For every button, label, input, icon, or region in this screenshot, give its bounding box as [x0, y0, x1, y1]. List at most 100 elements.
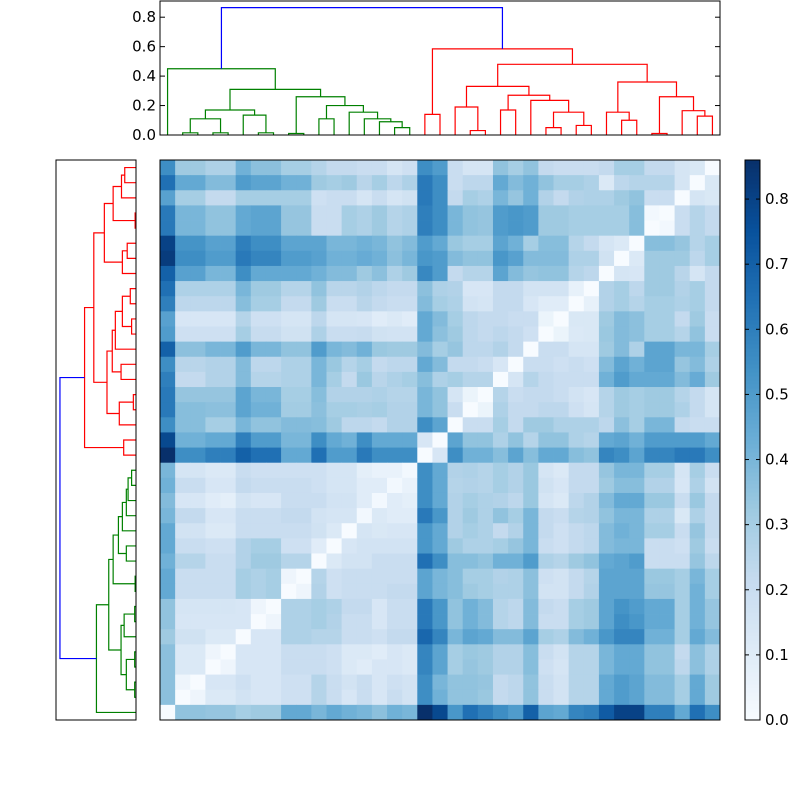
heatmap-cell: [568, 235, 585, 252]
heatmap-cell: [689, 371, 706, 388]
heatmap-cell: [235, 175, 252, 191]
heatmap-cell: [265, 296, 282, 312]
heatmap-cell: [704, 220, 721, 237]
heatmap-cell: [492, 326, 509, 343]
heatmap-cell: [281, 281, 297, 297]
heatmap-cell: [538, 477, 554, 494]
heatmap-cell: [568, 402, 585, 418]
heatmap-cell: [296, 553, 312, 570]
heatmap-cell: [190, 235, 206, 252]
heatmap-cell: [538, 296, 554, 312]
heatmap-cell: [629, 614, 645, 630]
heatmap-cell: [614, 598, 630, 615]
heatmap-cell: [674, 341, 691, 358]
heatmap-cell: [644, 689, 660, 706]
heatmap-cell: [492, 175, 509, 191]
heatmap-cell: [371, 447, 388, 464]
heatmap-cell: [356, 598, 373, 615]
heatmap-cell: [477, 281, 494, 297]
colorbar-segment: [745, 592, 760, 597]
heatmap-cell: [704, 417, 721, 433]
heatmap-cell: [250, 614, 267, 630]
heatmap-cell: [175, 296, 191, 312]
heatmap-cell: [568, 190, 585, 206]
heatmap-cell: [356, 326, 373, 343]
colorbar-segment: [745, 660, 760, 665]
heatmap-cell: [523, 371, 539, 388]
heatmap-cell: [508, 659, 524, 675]
heatmap-cell: [674, 387, 691, 403]
heatmap-cell: [523, 508, 539, 524]
heatmap-cell: [704, 447, 721, 464]
heatmap-cell: [235, 326, 252, 343]
heatmap-cell: [523, 447, 539, 464]
heatmap-cell: [629, 160, 645, 176]
heatmap-cell: [629, 296, 645, 312]
heatmap-cell: [568, 553, 585, 570]
heatmap-cell: [311, 296, 327, 312]
heatmap-cell: [417, 326, 433, 343]
heatmap-cell: [674, 402, 691, 418]
heatmap-cell: [265, 583, 282, 600]
heatmap-cell: [281, 432, 297, 448]
heatmap-cell: [704, 659, 721, 675]
heatmap-cell: [250, 674, 267, 691]
heatmap-cell: [250, 220, 267, 237]
heatmap-cell: [629, 508, 645, 524]
heatmap-cell: [326, 387, 343, 403]
heatmap-cell: [296, 356, 312, 373]
colorbar-segment: [745, 192, 760, 197]
heatmap-cell: [250, 402, 267, 418]
heatmap-cell: [508, 492, 524, 509]
heatmap-cell: [387, 356, 403, 373]
heatmap-cell: [432, 704, 448, 721]
heatmap-cell: [614, 417, 630, 433]
heatmap-cell: [326, 417, 343, 433]
heatmap-cell: [326, 175, 343, 191]
heatmap-cell: [447, 447, 464, 464]
heatmap-cell: [387, 462, 403, 479]
dendrogram-link: [112, 185, 136, 222]
heatmap-cell: [296, 704, 312, 721]
colorbar-segment: [745, 508, 760, 513]
heatmap-cell: [659, 553, 675, 570]
colorbar-segment: [745, 548, 760, 553]
heatmap-cell: [462, 523, 479, 539]
dendrogram-link: [681, 110, 706, 135]
heatmap-cell: [598, 175, 615, 191]
heatmap-cell: [644, 250, 660, 267]
heatmap-cell: [175, 583, 191, 600]
heatmap-cell: [553, 508, 570, 524]
heatmap-cell: [160, 674, 176, 691]
heatmap-cell: [614, 659, 630, 675]
heatmap-cell: [477, 538, 494, 554]
heatmap-cell: [689, 296, 706, 312]
heatmap-cell: [402, 644, 418, 660]
heatmap-cell: [326, 371, 343, 388]
heatmap-cell: [674, 281, 691, 297]
heatmap-cell: [356, 674, 373, 691]
heatmap-cell: [175, 281, 191, 297]
heatmap-cell: [704, 432, 721, 448]
heatmap-cell: [341, 417, 358, 433]
colorbar-segment: [745, 324, 760, 329]
colorbar-segment: [745, 628, 760, 633]
heatmap-cell: [402, 326, 418, 343]
heatmap-cell: [387, 553, 403, 570]
heatmap-cell: [568, 674, 585, 691]
heatmap-cell: [689, 341, 706, 358]
heatmap-cell: [402, 356, 418, 373]
heatmap-cell: [387, 432, 403, 448]
colorbar-segment: [745, 468, 760, 473]
heatmap-cell: [644, 568, 660, 585]
heatmap-cell: [447, 281, 464, 297]
heatmap-cell: [704, 568, 721, 585]
heatmap-cell: [689, 583, 706, 600]
heatmap-cell: [265, 447, 282, 464]
heatmap-cell: [417, 371, 433, 388]
heatmap-cell: [190, 371, 206, 388]
colorbar-segment: [745, 248, 760, 253]
heatmap-cell: [190, 341, 206, 358]
heatmap-cell: [311, 538, 327, 554]
heatmap-cell: [417, 462, 433, 479]
